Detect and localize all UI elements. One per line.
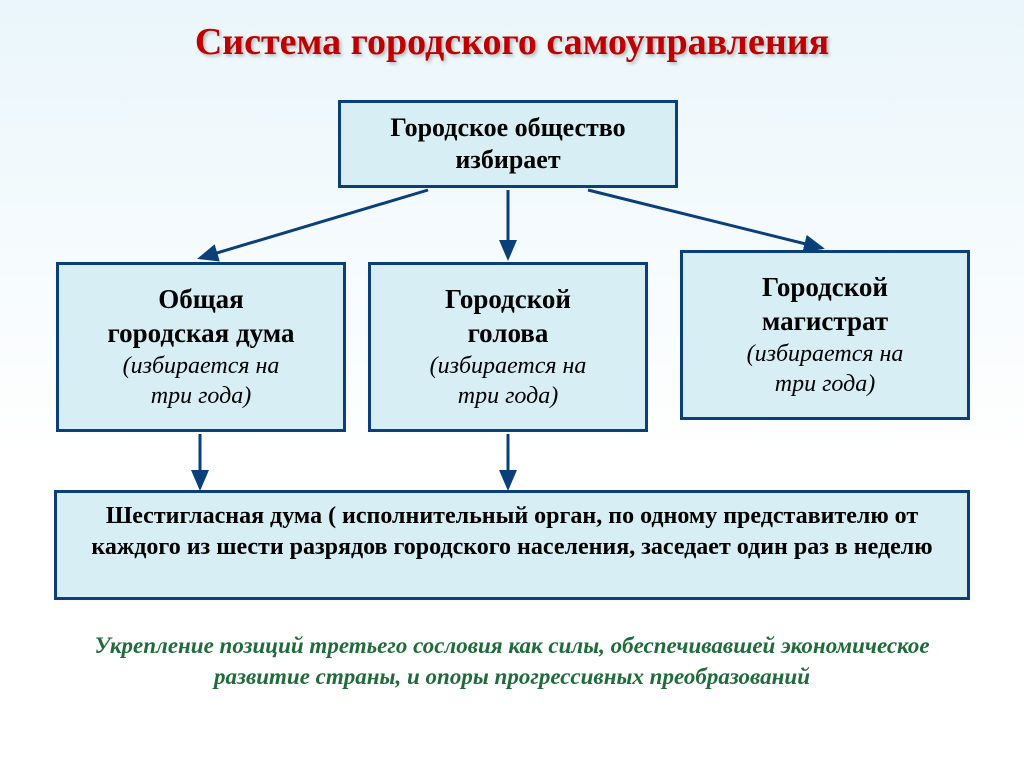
middle-box-duma: Общаягородская дума(избирается натри год… <box>56 262 346 432</box>
box-sub-line: три года) <box>151 381 252 411</box>
box-sub-line: (избирается на <box>747 339 904 369</box>
box-main-line: голова <box>468 317 549 351</box>
bottom-box-text: Шестигласная дума ( исполнительный орган… <box>91 503 932 560</box>
box-main-line: Городской <box>762 271 888 305</box>
top-box-text: Городское общество избирает <box>353 112 663 177</box>
box-main-line: Общая <box>158 283 243 317</box>
box-sub-line: три года) <box>458 381 559 411</box>
box-main-line: Городской <box>445 283 571 317</box>
bottom-box: Шестигласная дума ( исполнительный орган… <box>54 490 970 600</box>
top-box: Городское общество избирает <box>338 100 678 188</box>
middle-box-magistrat: Городскоймагистрат(избирается натри года… <box>680 250 970 420</box>
box-sub-line: (избирается на <box>123 351 280 381</box>
box-sub-line: (избирается на <box>430 351 587 381</box>
middle-box-golova: Городскойголова(избирается натри года) <box>368 262 648 432</box>
page-title: Система городского самоуправления <box>30 20 994 64</box>
box-main-line: магистрат <box>762 305 888 339</box>
box-main-line: городская дума <box>108 317 295 351</box>
box-sub-line: три года) <box>775 369 876 399</box>
footer-text: Укрепление позиций третьего сословия как… <box>52 630 972 692</box>
